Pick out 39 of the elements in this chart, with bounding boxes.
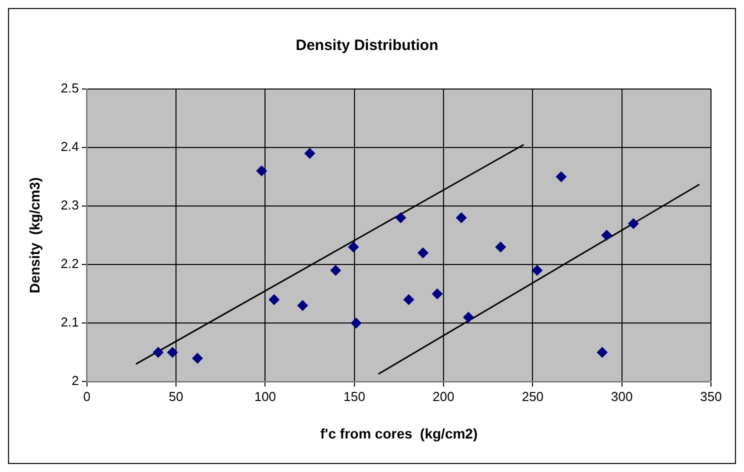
- x-tick-label: 50: [168, 388, 184, 404]
- x-tick-label: 300: [610, 388, 633, 404]
- point: [495, 242, 506, 253]
- point: [456, 212, 467, 224]
- y-tick-label: 2.2: [60, 256, 79, 272]
- point: [348, 242, 359, 253]
- point: [395, 212, 406, 224]
- point: [532, 264, 543, 276]
- point: [304, 148, 316, 159]
- point: [432, 288, 443, 300]
- y-tick-label: 2.4: [60, 139, 79, 154]
- chart-title: Density Distribution: [296, 37, 438, 54]
- point: [268, 294, 280, 306]
- y-tick-label: 2.5: [60, 80, 79, 96]
- point: [192, 352, 203, 364]
- x-axis-title: f'c from cores (kg/cm2): [320, 425, 478, 442]
- point: [403, 294, 414, 306]
- point: [462, 312, 474, 323]
- x-tick-label: 350: [700, 388, 722, 404]
- x-tick-label: 200: [432, 388, 454, 404]
- point: [418, 247, 429, 258]
- x-tick-label: 250: [522, 388, 544, 404]
- point: [330, 264, 342, 276]
- point: [256, 165, 268, 176]
- y-tick-label: 2.3: [60, 198, 79, 213]
- point: [601, 230, 612, 241]
- y-tick-label: 2: [72, 373, 79, 388]
- point: [152, 346, 164, 358]
- point: [628, 218, 639, 230]
- x-tick-label: 150: [344, 388, 366, 404]
- x-tick-label: 100: [254, 388, 276, 404]
- x-tick-label: 0: [83, 388, 90, 404]
- point: [350, 318, 362, 329]
- y-axis-title: Density (kg/cm3): [26, 177, 42, 294]
- y-tick-label: 2.1: [60, 314, 79, 330]
- point: [596, 346, 608, 358]
- point: [556, 171, 567, 182]
- point: [166, 346, 178, 358]
- point: [297, 300, 308, 312]
